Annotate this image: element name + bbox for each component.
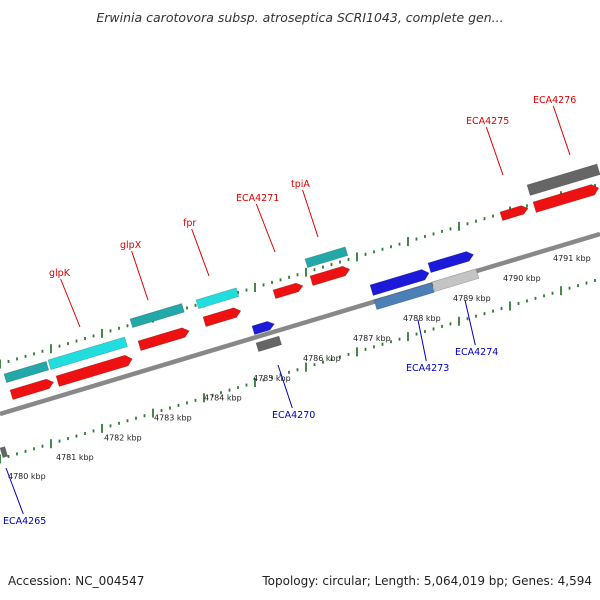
minus-leader [277, 364, 293, 409]
minus-strand-label: ECA4274 [455, 347, 498, 358]
plus-leader [255, 203, 276, 253]
scale-label: 4785 kbp [253, 374, 291, 383]
labels: 4780 kbp 4781 kbp 4782 kbp 4783 kbp 4784 kbp… [3, 95, 591, 527]
gene-box [129, 303, 185, 328]
plus-strand-label: glpX [120, 240, 142, 251]
minus-strand-label: ECA4273 [406, 363, 449, 374]
gene-arrow [427, 251, 474, 273]
backbone-line [0, 231, 600, 417]
gene-arrow-shape [137, 327, 190, 351]
gene-box [3, 360, 50, 383]
gene-arrow-shape [55, 354, 133, 387]
plus-leader [302, 189, 319, 238]
gene-box [47, 336, 128, 370]
scale-label: 4790 kbp [503, 274, 541, 283]
gene-box-shape [526, 163, 600, 196]
label-leaders [5, 105, 571, 515]
plus-leader [60, 278, 81, 328]
feature-track [0, 163, 600, 458]
accession-info: Accession: NC_004547 [8, 574, 145, 588]
dotted-tracks [0, 184, 596, 464]
gene-arrow [9, 378, 55, 400]
gene-box-shape [47, 336, 128, 370]
plus-strand-label: ECA4271 [236, 193, 279, 204]
plus-strand-label: fpr [183, 218, 196, 229]
gene-box [304, 246, 349, 268]
scale-label: 4791 kbp [553, 254, 591, 263]
scale-label: 4780 kbp [8, 472, 46, 481]
gene-arrow-shape [499, 205, 529, 221]
minus-leader [5, 467, 24, 515]
gene-arrow [369, 269, 430, 296]
minus-leader [464, 299, 476, 346]
gene-arrow [55, 354, 133, 387]
gene-box-shape [373, 282, 435, 310]
gene-box-shape [129, 303, 185, 328]
gene-arrow-shape [309, 265, 351, 286]
gene-arrow-shape [532, 184, 600, 213]
gene-arrow [532, 184, 600, 213]
gene-arrow-shape [251, 321, 275, 335]
plus-leader [485, 126, 504, 176]
gene-box [195, 287, 240, 309]
plus-strand-label: ECA4275 [466, 116, 509, 127]
gene-arrow [251, 321, 275, 335]
scale-label: 4781 kbp [56, 453, 94, 462]
gene-arrow [272, 282, 304, 299]
plus-strand-label: glpK [49, 268, 71, 279]
minus-strand-label: ECA4270 [272, 410, 315, 421]
gene-box-shape [255, 335, 282, 352]
gene-arrow-shape [9, 378, 55, 400]
gene-arrow [309, 265, 351, 286]
gene-arrow [202, 307, 242, 327]
gene-box-shape [195, 287, 240, 309]
gene-box-shape [0, 446, 9, 458]
gene-box-shape [3, 360, 50, 383]
scale-label: 4783 kbp [154, 414, 192, 423]
plus-leader [191, 228, 210, 277]
gene-box [431, 268, 480, 292]
gene-box-shape [304, 246, 349, 268]
backbone [0, 231, 600, 417]
minus-strand-label: ECA4265 [3, 516, 46, 527]
scale-label: 4788 kbp [403, 314, 441, 323]
gene-arrow-shape [202, 307, 242, 327]
gene-box [255, 335, 282, 352]
gene-box-shape [431, 268, 480, 292]
scale-label: 4789 kbp [453, 294, 491, 303]
scale-label: 4784 kbp [204, 394, 242, 403]
plus-strand-label: ECA4276 [533, 95, 576, 106]
gene-arrow-shape [369, 269, 430, 296]
plus-strand-label: tpiA [291, 179, 310, 190]
gene-box [526, 163, 600, 196]
plus-leader [552, 105, 571, 156]
scale-label: 4787 kbp [353, 334, 391, 343]
gene-arrow-shape [427, 251, 474, 273]
genome-summary: Topology: circular; Length: 5,064,019 bp… [262, 574, 592, 588]
map-title: Erwinia carotovora subsp. atroseptica SC… [96, 10, 504, 25]
minus-leader [417, 319, 427, 362]
gene-box [0, 446, 9, 458]
plus-leader [131, 250, 149, 301]
gene-arrow [499, 205, 529, 221]
gene-arrow [137, 327, 190, 351]
scale-label: 4782 kbp [104, 434, 142, 443]
scale-label: 4786 kbp [303, 354, 341, 363]
gene-arrow-shape [272, 282, 304, 299]
gene-box [373, 282, 435, 310]
